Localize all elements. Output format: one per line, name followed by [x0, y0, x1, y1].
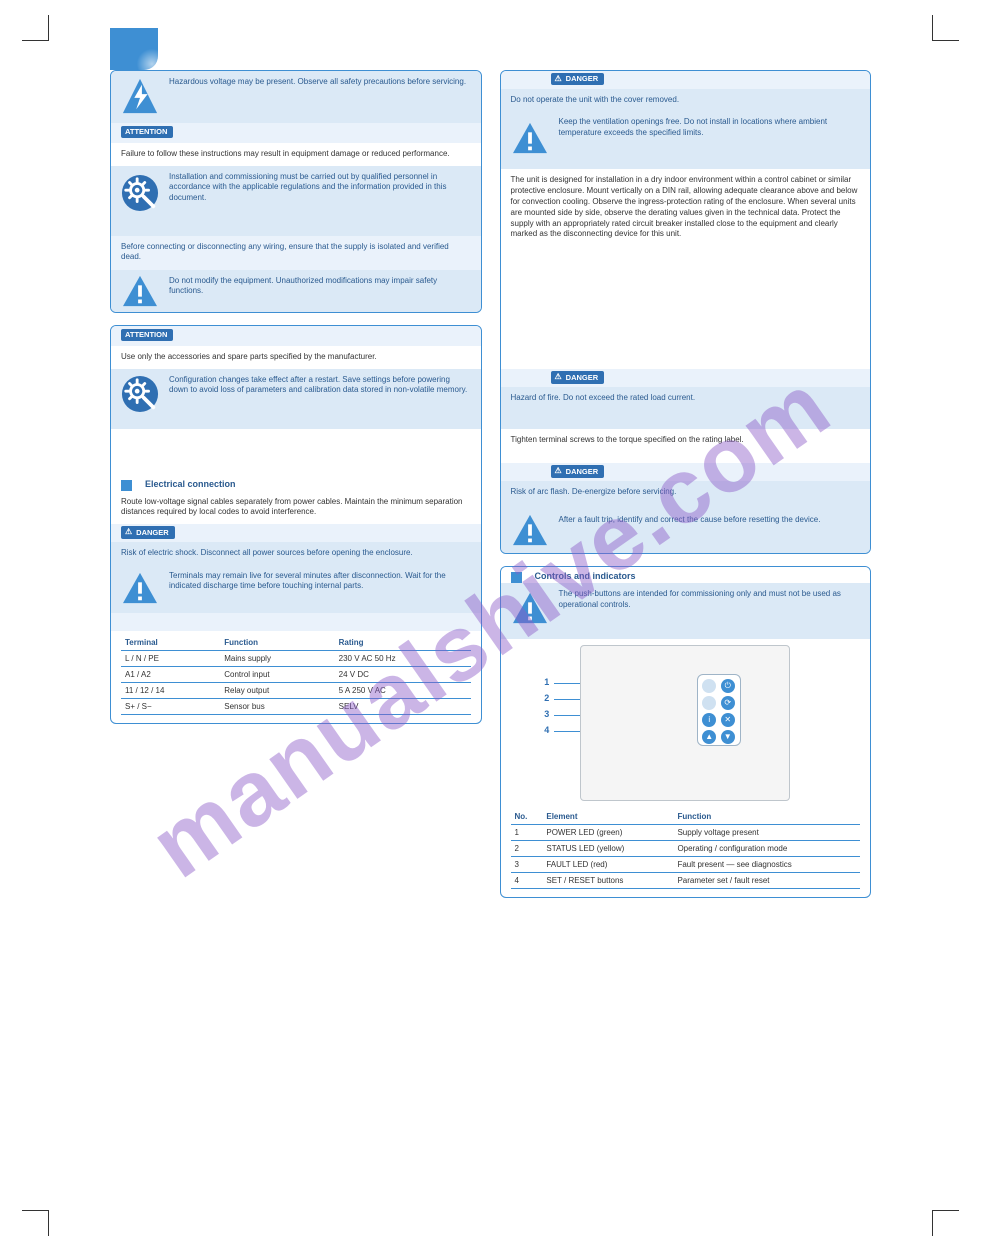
danger-tag: ⚠DANGER: [121, 526, 175, 538]
attention-tag: ATTENTION: [121, 126, 173, 138]
section-heading-controls: Controls and indicators: [501, 567, 871, 583]
device-figure: 1 2 3 4 ⏻ ⟳ i ✕ ▲ ▼: [501, 639, 871, 805]
warn-band-r1: Keep the ventilation openings free. Do n…: [501, 111, 871, 169]
section-heading-electrical: Electrical connection: [111, 475, 481, 491]
danger-band-r2: ⚠DANGER: [501, 369, 871, 387]
danger-text-r3: Risk of arc flash. De-energize before se…: [501, 481, 871, 509]
callout-label: 1: [544, 677, 549, 687]
box-controls: Controls and indicators The push-buttons…: [500, 566, 872, 898]
danger-text-r1: Do not operate the unit with the cover r…: [501, 89, 871, 111]
warn-band-r2: After a fault trip, identify and correct…: [501, 509, 871, 553]
terminal-table: Terminal Function Rating L / N / PEMains…: [121, 635, 471, 715]
spacer-text: [111, 429, 481, 475]
two-column-layout: Hazardous voltage may be present. Observ…: [48, 40, 933, 1211]
left-column: Hazardous voltage may be present. Observ…: [110, 70, 482, 1187]
box-safety-2: ATTENTION Use only the accessories and s…: [110, 325, 482, 724]
table-header: Terminal: [121, 635, 220, 651]
danger-text-l: Risk of electric shock. Disconnect all p…: [111, 542, 481, 564]
table-row: 3FAULT LED (red)Fault present — see diag…: [511, 857, 861, 873]
hazard-voltage-band: Hazardous voltage may be present. Observ…: [111, 71, 481, 123]
right-column: ⚠DANGER Do not operate the unit with the…: [500, 70, 872, 1187]
gear-icon: [121, 375, 159, 413]
table-row: A1 / A2Control input24 V DC: [121, 666, 471, 682]
warn-band-2: Terminals may remain live for several mi…: [111, 565, 481, 613]
gear-icon: [121, 174, 159, 212]
warn-band-1: Do not modify the equipment. Unauthorize…: [111, 270, 481, 312]
install-body-mid: Tighten terminal screws to the torque sp…: [501, 429, 871, 463]
gear-text-1: Installation and commissioning must be c…: [169, 172, 447, 202]
page-tab: [110, 28, 158, 70]
attention-body-1: Failure to follow these instructions may…: [111, 143, 481, 166]
table-header: No.: [511, 809, 543, 825]
gear-band-2: Configuration changes take effect after …: [111, 369, 481, 429]
warning-triangle-icon: [511, 591, 549, 625]
panel-button: ⟳: [721, 696, 735, 710]
attention-band-2: ATTENTION: [111, 326, 481, 346]
table-row: 2STATUS LED (yellow)Operating / configur…: [511, 841, 861, 857]
warning-triangle-icon: [121, 571, 159, 605]
box-installation: ⚠DANGER Do not operate the unit with the…: [500, 70, 872, 554]
panel-button: ✕: [721, 713, 735, 727]
led-indicator: [702, 679, 716, 693]
mid-text-1: Before connecting or disconnecting any w…: [121, 242, 449, 261]
attention-body-2: Use only the accessories and spare parts…: [111, 346, 481, 369]
device-panel: ⏻ ⟳ i ✕ ▲ ▼: [697, 674, 741, 746]
table-header: Rating: [335, 635, 471, 651]
controls-warn-text: The push-buttons are intended for commis…: [559, 589, 841, 608]
mid-band-1: Before connecting or disconnecting any w…: [111, 236, 481, 270]
panel-button: ▼: [721, 730, 735, 744]
table-title-band: [111, 613, 481, 631]
gear-band-1: Installation and commissioning must be c…: [111, 166, 481, 236]
callout-label: 2: [544, 693, 549, 703]
warn-text-1: Do not modify the equipment. Unauthorize…: [169, 276, 437, 295]
table-row: 11 / 12 / 14Relay output5 A 250 V AC: [121, 682, 471, 698]
led-indicator: [702, 696, 716, 710]
danger-text-r2: Hazard of fire. Do not exceed the rated …: [501, 387, 871, 429]
warn-text-2: Terminals may remain live for several mi…: [169, 571, 446, 590]
danger-tag: ⚠DANGER: [551, 371, 605, 383]
warn-text-r1: Keep the ventilation openings free. Do n…: [559, 117, 828, 136]
callout-label: 3: [544, 709, 549, 719]
attention-tag: ATTENTION: [121, 329, 173, 341]
panel-button: ⏻: [721, 679, 735, 693]
panel-button: ▲: [702, 730, 716, 744]
box-safety-1: Hazardous voltage may be present. Observ…: [110, 70, 482, 313]
danger-band-r3: ⚠DANGER: [501, 463, 871, 481]
legend-table: No. Element Function 1POWER LED (green)S…: [511, 809, 861, 889]
device-illustration: ⏻ ⟳ i ✕ ▲ ▼: [580, 645, 790, 801]
heading-body: Route low-voltage signal cables separate…: [111, 491, 481, 525]
gear-text-2: Configuration changes take effect after …: [169, 375, 467, 394]
callout-label: 4: [544, 725, 549, 735]
page: Hazardous voltage may be present. Observ…: [48, 40, 933, 1211]
warn-text-r2: After a fault trip, identify and correct…: [559, 515, 821, 524]
table-row: S+ / S−Sensor busSELV: [121, 698, 471, 714]
table-row: 4SET / RESET buttonsParameter set / faul…: [511, 873, 861, 889]
danger-band-l: ⚠DANGER: [111, 524, 481, 542]
warning-triangle-icon: [121, 274, 159, 308]
table-header: Function: [220, 635, 334, 651]
install-body-long: The unit is designed for installation in…: [501, 169, 871, 369]
lightning-icon: [121, 77, 159, 115]
table-header: Element: [542, 809, 673, 825]
table-row: L / N / PEMains supply230 V AC 50 Hz: [121, 650, 471, 666]
table-header: Function: [673, 809, 860, 825]
table-row: 1POWER LED (green)Supply voltage present: [511, 825, 861, 841]
controls-warn-band: The push-buttons are intended for commis…: [501, 583, 871, 639]
warning-triangle-icon: [511, 513, 549, 547]
danger-band-r1: ⚠DANGER: [501, 71, 871, 89]
danger-tag: ⚠DANGER: [551, 465, 605, 477]
hazard-voltage-text: Hazardous voltage may be present. Observ…: [169, 77, 466, 86]
warning-triangle-icon: [511, 121, 549, 155]
danger-tag: ⚠DANGER: [551, 73, 605, 85]
attention-band-1: ATTENTION: [111, 123, 481, 143]
panel-button: i: [702, 713, 716, 727]
